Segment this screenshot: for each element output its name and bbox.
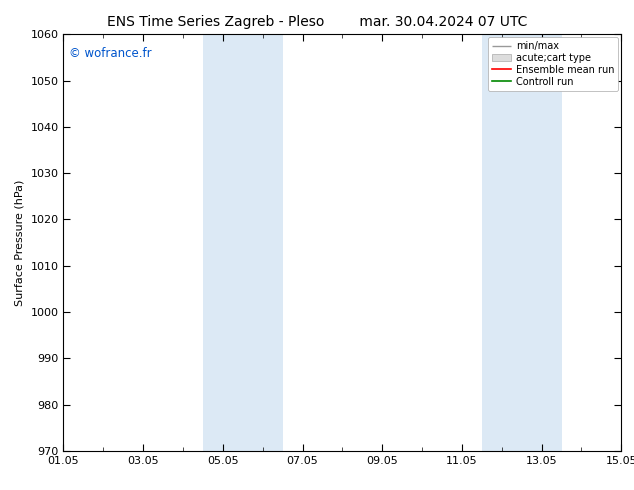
Text: © wofrance.fr: © wofrance.fr (69, 47, 152, 60)
Legend: min/max, acute;cart type, Ensemble mean run, Controll run: min/max, acute;cart type, Ensemble mean … (488, 37, 618, 91)
Bar (203, 34, 283, 451)
Y-axis label: Surface Pressure (hPa): Surface Pressure (hPa) (15, 179, 25, 306)
Bar (482, 34, 562, 451)
Text: ENS Time Series Zagreb - Pleso        mar. 30.04.2024 07 UTC: ENS Time Series Zagreb - Pleso mar. 30.0… (107, 15, 527, 29)
